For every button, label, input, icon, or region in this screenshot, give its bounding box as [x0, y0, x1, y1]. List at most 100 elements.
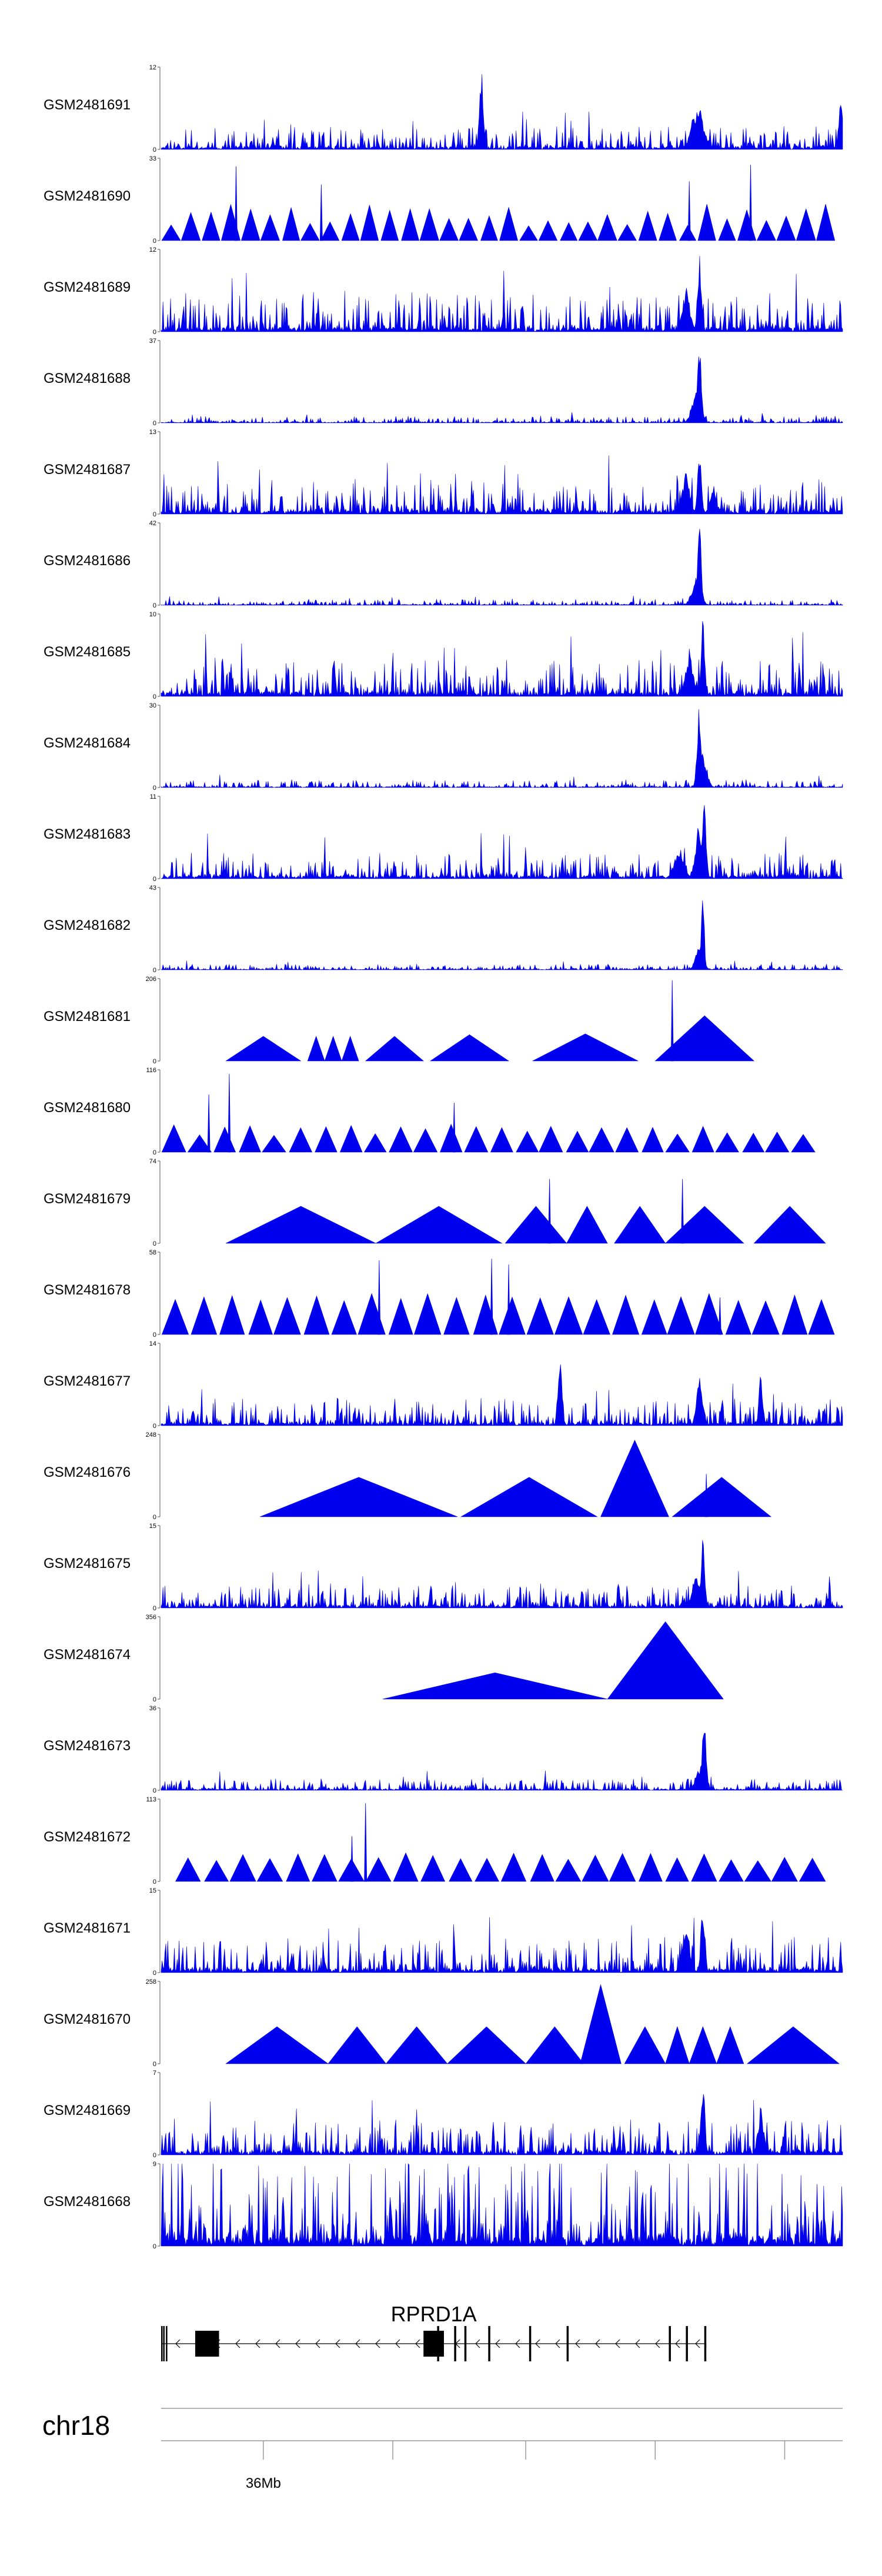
track-label: GSM2481680	[44, 1100, 131, 1116]
signal-spike	[207, 1094, 211, 1153]
signal-triangle	[225, 1206, 376, 1244]
signal-triangle	[589, 1127, 614, 1153]
signal-triangle	[642, 1126, 664, 1153]
signal-triangle	[614, 1206, 666, 1244]
signal-spike	[548, 1179, 552, 1244]
signal-triangle	[382, 1672, 608, 1700]
signal-triangle	[639, 1853, 663, 1882]
y-min-label: 0	[153, 420, 156, 427]
y-min-label: 0	[153, 1149, 156, 1156]
y-min-label: 0	[153, 1970, 156, 1977]
signal-triangle	[799, 1857, 826, 1882]
y-min-label: 0	[153, 693, 156, 700]
y-max-label: 248	[146, 1432, 156, 1439]
signal-spike	[507, 1264, 510, 1335]
track-label: GSM2481673	[44, 1738, 131, 1754]
strand-arrow-icon	[395, 2339, 400, 2348]
signal-triangle	[560, 222, 578, 241]
signal-triangle	[393, 1852, 419, 1882]
signal-triangle	[401, 208, 420, 241]
signal-triangle	[580, 1984, 622, 2064]
gene-exon	[166, 2326, 168, 2361]
track-GSM2481679: GSM2481679 74 0	[44, 1158, 826, 1247]
signal-area	[161, 709, 843, 789]
signal-triangle	[161, 224, 181, 241]
y-min-label: 0	[153, 785, 156, 792]
signal-triangle	[187, 1134, 212, 1153]
signal-triangle	[791, 1134, 816, 1153]
signal-area	[161, 2094, 843, 2155]
signal-triangle	[718, 218, 736, 241]
signal-triangle	[439, 218, 459, 241]
signal-triangle	[315, 1126, 338, 1153]
signal-triangle	[413, 1128, 438, 1153]
signal-triangle	[256, 1858, 283, 1882]
signal-triangle	[600, 1440, 669, 1517]
track-label: GSM2481671	[44, 1920, 131, 1936]
signal-spike	[228, 1073, 231, 1153]
signal-triangle	[365, 1036, 425, 1062]
track-label: GSM2481674	[44, 1647, 131, 1663]
track-label: GSM2481689	[44, 279, 131, 295]
signal-triangle	[464, 1126, 489, 1153]
signal-triangle	[578, 221, 598, 241]
gene-exon	[437, 2326, 439, 2361]
signal-triangle	[460, 1477, 598, 1517]
gene-exon	[464, 2326, 467, 2361]
strand-arrow-icon	[475, 2339, 480, 2348]
signal-triangle	[638, 211, 657, 241]
signal-triangle	[689, 2026, 717, 2064]
signal-spike	[670, 980, 674, 1062]
signal-triangle	[219, 1294, 245, 1335]
track-label: GSM2481678	[44, 1282, 131, 1298]
signal-area	[161, 1540, 843, 1609]
strand-arrow-icon	[555, 2339, 560, 2348]
signal-triangle	[617, 224, 637, 241]
signal-triangle	[691, 1853, 717, 1882]
gene-exon	[195, 2331, 219, 2357]
signal-area	[161, 2163, 843, 2247]
y-max-label: 43	[149, 885, 156, 892]
track-GSM2481668: GSM2481668 9 0	[44, 2161, 843, 2250]
signal-area	[161, 805, 843, 879]
y-max-label: 30	[149, 702, 156, 709]
y-min-label: 0	[153, 1423, 156, 1430]
strand-arrow-icon	[255, 2339, 260, 2348]
track-label: GSM2481675	[44, 1556, 131, 1571]
signal-triangle	[413, 1293, 442, 1335]
signal-triangle	[746, 2026, 840, 2064]
signal-triangle	[439, 1123, 463, 1153]
gene-exon	[686, 2326, 688, 2361]
y-min-label: 0	[153, 1787, 156, 1794]
signal-triangle	[659, 212, 677, 241]
signal-triangle	[341, 213, 360, 241]
signal-area	[161, 74, 843, 150]
signal-triangle	[725, 1300, 751, 1335]
track-GSM2481681: GSM2481681 206 0	[44, 976, 755, 1065]
gene-track: RPRD1A	[161, 2302, 707, 2361]
signal-triangle	[607, 1621, 724, 1700]
signal-triangle	[519, 225, 538, 241]
signal-triangle	[429, 1034, 510, 1062]
strand-arrow-icon	[535, 2339, 540, 2348]
strand-arrow-icon	[495, 2339, 500, 2348]
signal-triangle	[796, 208, 816, 241]
gene-name: RPRD1A	[391, 2302, 477, 2326]
y-max-label: 258	[146, 1978, 156, 1986]
signal-triangle	[161, 1124, 186, 1153]
gene-exon	[669, 2326, 671, 2361]
signal-triangle	[480, 215, 498, 241]
strand-arrow-icon	[375, 2339, 380, 2348]
track-label: GSM2481683	[44, 826, 131, 842]
track-GSM2481691: GSM2481691 12 0	[44, 64, 843, 154]
signal-triangle	[360, 205, 379, 241]
signal-triangle	[239, 1125, 261, 1153]
signal-triangle	[161, 1299, 189, 1335]
signal-triangle	[225, 1036, 302, 1062]
signal-triangle	[339, 1125, 363, 1153]
coordinate-tick-label: 36Mb	[246, 2475, 281, 2491]
strand-arrow-icon	[695, 2339, 700, 2348]
signal-triangle	[213, 1126, 236, 1153]
track-GSM2481671: GSM2481671 15 0	[44, 1887, 843, 1977]
track-label: GSM2481687	[44, 462, 131, 478]
